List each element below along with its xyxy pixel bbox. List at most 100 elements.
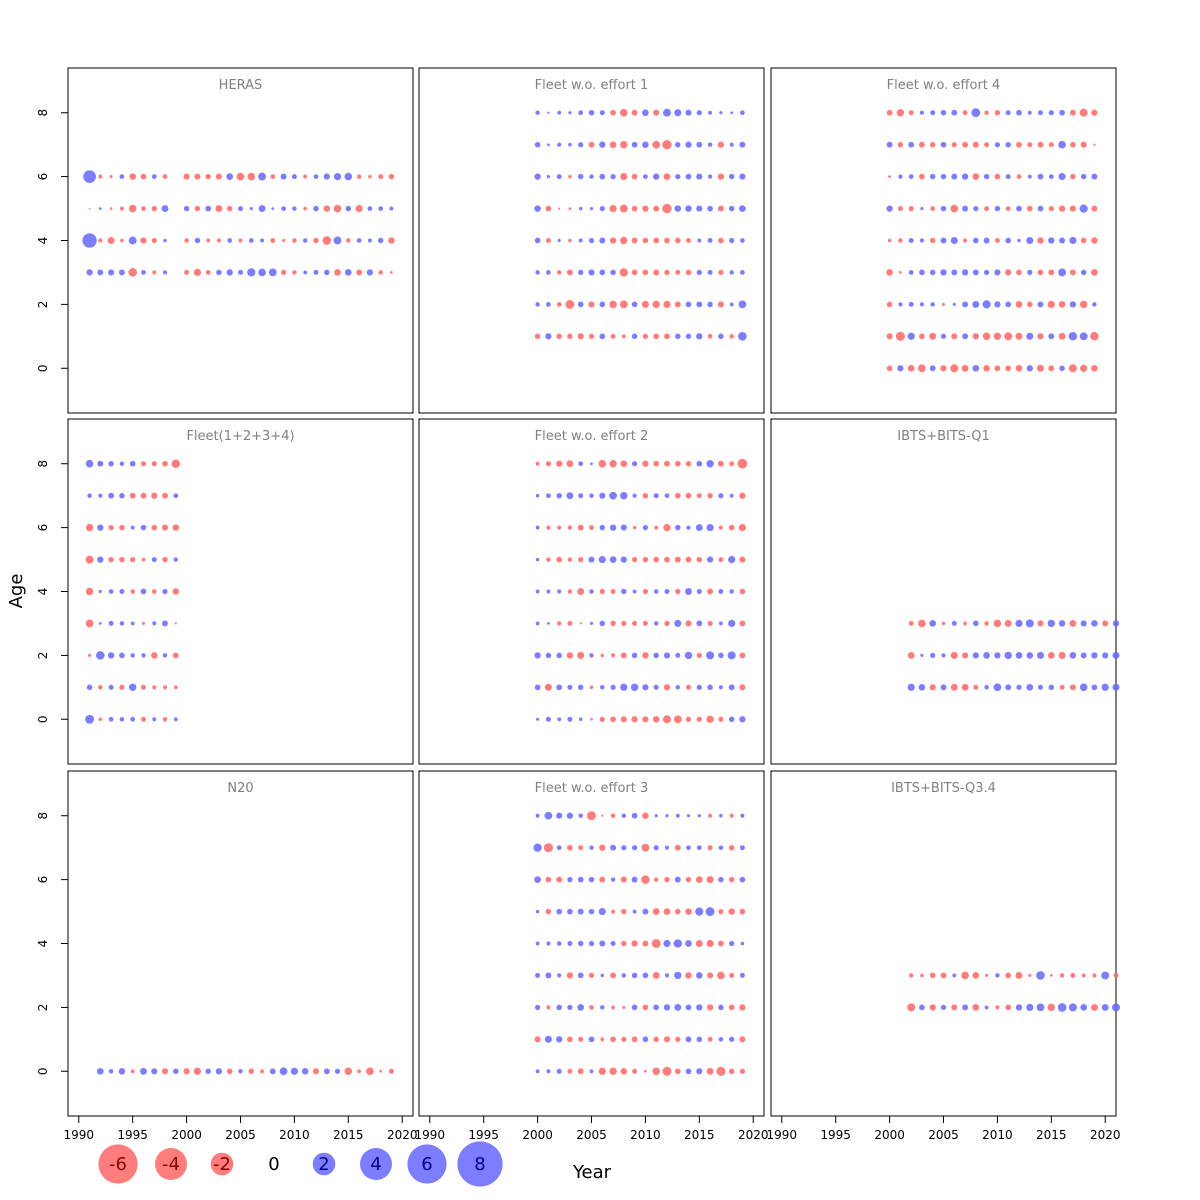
bubble-positive xyxy=(898,174,903,179)
bubble-negative xyxy=(950,651,958,659)
bubble-positive xyxy=(546,270,551,275)
bubble-positive xyxy=(577,1004,585,1011)
bubble-positive xyxy=(589,207,594,211)
bubble-negative xyxy=(620,716,627,723)
bubble-negative xyxy=(1069,109,1076,116)
bubble-negative xyxy=(588,972,595,979)
bubble-negative xyxy=(534,333,541,340)
bubble-positive xyxy=(108,716,114,722)
x-tick-label: 1995 xyxy=(117,1128,148,1142)
bubble-negative xyxy=(631,109,638,116)
bubble-negative xyxy=(707,1036,713,1042)
bubble-positive xyxy=(547,622,550,625)
bubble-positive xyxy=(718,876,724,883)
bubble-negative xyxy=(238,238,243,243)
bubble-negative xyxy=(984,206,990,212)
bubble-negative xyxy=(577,651,585,659)
panel-title: Fleet w.o. effort 2 xyxy=(535,429,649,444)
bubble-positive xyxy=(1112,651,1120,659)
bubble-positive xyxy=(130,653,135,658)
bubble-negative xyxy=(172,652,179,659)
bubble-positive xyxy=(249,207,253,211)
bubble-negative xyxy=(619,300,628,309)
bubble-positive xyxy=(729,142,734,147)
bubble-positive xyxy=(1026,683,1034,691)
bubble-positive xyxy=(929,620,937,627)
bubble-negative xyxy=(653,1036,659,1043)
bubble-negative xyxy=(577,333,584,340)
bubble-negative xyxy=(1081,973,1086,978)
bubble-negative xyxy=(162,556,168,563)
bubble-negative xyxy=(610,813,616,818)
bubble-negative xyxy=(152,270,157,275)
bubble-negative xyxy=(108,556,114,563)
bubble-negative xyxy=(216,238,221,243)
bubble-positive xyxy=(740,813,745,818)
bubble-negative xyxy=(973,684,979,690)
panel-5: Fleet w.o. effort 2 xyxy=(418,418,765,765)
bubble-positive xyxy=(1059,365,1065,372)
bubble-negative xyxy=(226,1068,233,1075)
bubble-positive xyxy=(323,173,330,180)
bubble-negative xyxy=(609,141,617,149)
bubble-positive xyxy=(577,908,584,915)
legend-label: 8 xyxy=(474,1154,485,1175)
bubble-positive xyxy=(961,269,969,276)
bubble-negative xyxy=(695,876,703,883)
bubble-positive xyxy=(962,333,969,340)
bubble-positive xyxy=(128,236,137,245)
bubble-negative xyxy=(652,140,661,149)
bubble-negative xyxy=(378,174,384,180)
bubble-negative xyxy=(728,844,735,851)
bubble-negative xyxy=(739,652,746,659)
bubble-positive xyxy=(599,173,606,180)
bubble-positive xyxy=(674,205,682,212)
bubble-negative xyxy=(119,556,125,563)
legend-bubble xyxy=(360,1148,392,1180)
bubble-positive xyxy=(119,621,125,626)
bubble-positive xyxy=(96,651,105,660)
bubble-positive xyxy=(908,238,914,243)
bubble-positive xyxy=(152,621,157,626)
bubble-positive xyxy=(578,110,584,116)
bubble-positive xyxy=(984,1005,989,1010)
bubble-positive xyxy=(886,141,893,148)
bubble-negative xyxy=(674,844,681,851)
bubble-negative xyxy=(140,492,147,499)
bubble-negative xyxy=(685,492,692,499)
bubble-positive xyxy=(740,270,745,275)
bubble-positive xyxy=(1111,1003,1121,1012)
bubble-negative xyxy=(929,237,936,244)
bubble-negative xyxy=(664,269,670,276)
bubble-positive xyxy=(729,589,734,594)
bubble-negative xyxy=(950,364,959,373)
bubble-negative xyxy=(599,876,606,883)
bubble-negative xyxy=(366,1067,374,1076)
x-tick-label: 2005 xyxy=(576,1128,607,1142)
bubble-positive xyxy=(557,589,562,594)
bubble-positive xyxy=(972,364,980,372)
x-tick-label: 2010 xyxy=(982,1128,1013,1142)
bubble-negative xyxy=(194,173,201,180)
bubble-positive xyxy=(685,940,692,947)
bubble-positive xyxy=(546,175,550,179)
bubble-negative xyxy=(728,908,735,915)
bubble-positive xyxy=(1079,683,1088,692)
bubble-negative xyxy=(718,716,724,722)
bubble-negative xyxy=(546,1005,551,1010)
bubble-positive xyxy=(982,300,991,309)
bubble-negative xyxy=(129,173,136,180)
bubble-negative xyxy=(717,205,724,212)
bubble-positive xyxy=(739,173,746,180)
x-tick-label: 2015 xyxy=(1036,1128,1067,1142)
bubble-negative xyxy=(588,301,595,308)
bubble-positive xyxy=(631,972,638,979)
bubble-positive xyxy=(1037,173,1044,180)
bubble-negative xyxy=(951,142,957,148)
bubble-positive xyxy=(556,652,562,659)
x-tick-label: 2000 xyxy=(171,1128,202,1142)
bubble-positive xyxy=(1059,109,1065,116)
bubble-negative xyxy=(707,972,714,979)
bubble-negative xyxy=(972,1004,980,1011)
bubble-negative xyxy=(141,621,146,625)
